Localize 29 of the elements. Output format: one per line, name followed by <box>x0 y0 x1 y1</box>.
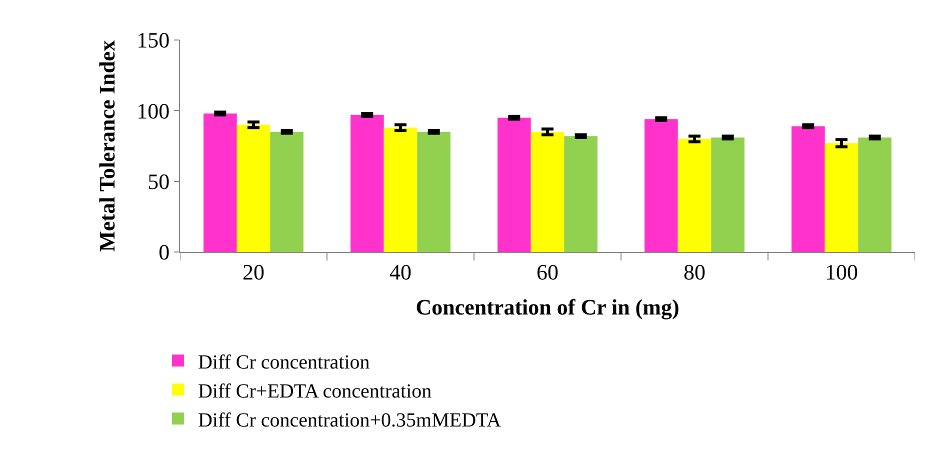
x-tick-label: 80 <box>684 259 706 284</box>
legend-label: Diff Cr concentration <box>198 351 370 374</box>
y-tick-label: 0 <box>158 240 170 265</box>
x-tick-label: 60 <box>536 259 558 284</box>
bar <box>858 138 892 252</box>
y-tick-label: 150 <box>136 28 170 53</box>
bar <box>678 138 712 252</box>
y-tick-label: 50 <box>148 169 170 194</box>
bar <box>530 132 564 252</box>
bar <box>270 132 304 252</box>
legend-label: Diff Cr concentration+0.35mMEDTA <box>198 409 502 432</box>
x-axis-title: Concentration of Cr in (mg) <box>416 294 680 320</box>
bar <box>498 118 531 252</box>
x-tick-label: 20 <box>242 259 264 284</box>
bar <box>711 138 744 252</box>
bar <box>564 136 598 252</box>
bar <box>644 119 678 252</box>
y-axis-title: Metal Tolerance Index <box>94 40 120 252</box>
bar <box>384 128 418 252</box>
bar <box>236 124 270 252</box>
bar <box>417 132 450 252</box>
bar <box>204 113 237 252</box>
legend-label: Diff Cr+EDTA concentration <box>198 380 432 402</box>
bar <box>824 143 858 252</box>
bar <box>350 114 384 252</box>
x-tick-label: 40 <box>390 259 412 284</box>
y-tick-label: 100 <box>136 98 170 124</box>
x-tick-label: 100 <box>825 259 858 284</box>
bar <box>792 126 825 252</box>
